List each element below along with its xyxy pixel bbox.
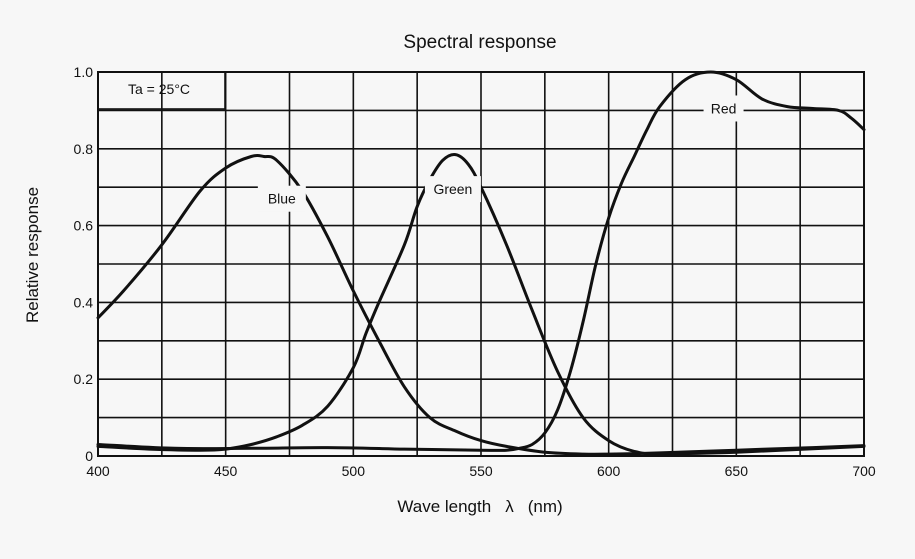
x-tick-label: 550 (469, 463, 493, 479)
y-tick-label: 1.0 (74, 64, 94, 80)
series-green-curve (96, 152, 866, 456)
x-tick-label: 650 (725, 463, 749, 479)
lambda-symbol: λ (505, 497, 514, 516)
series-green-label-bg (424, 176, 481, 203)
curves (96, 70, 866, 456)
y-tick-label: 0 (85, 448, 93, 464)
x-tick-label: 500 (342, 463, 366, 479)
y-axis-label: Relative response (23, 187, 42, 323)
series-red-curve (96, 70, 866, 452)
y-tick-label: 0.2 (74, 371, 94, 387)
chart-title: Spectral response (403, 32, 556, 53)
annotation-box: Ta = 25°C (97, 71, 226, 110)
grid-lines (98, 72, 864, 456)
series-blue-label-bg (257, 185, 306, 212)
series-labels: Blue Green Red (257, 95, 744, 212)
series-red-label: Red (711, 100, 737, 116)
y-tick-labels: 0 0.2 0.4 0.6 0.8 1.0 (74, 64, 94, 464)
annotation-label: Ta = 25°C (128, 81, 190, 97)
plot-frame (97, 71, 865, 457)
x-tick-label: 400 (86, 463, 110, 479)
x-tick-label: 600 (597, 463, 621, 479)
y-tick-label: 0.8 (74, 141, 94, 157)
series-blue-label: Blue (268, 191, 296, 207)
x-tick-label: 700 (852, 463, 876, 479)
x-axis-unit: (nm) (528, 497, 563, 516)
series-red-label-bg (703, 95, 744, 122)
x-tick-labels: 400 450 500 550 600 650 700 (86, 463, 876, 479)
x-axis-label: Wave length λ (nm) (397, 497, 562, 516)
y-tick-label: 0.4 (74, 294, 94, 310)
series-blue-curve (96, 153, 866, 456)
series-green-label: Green (433, 181, 472, 197)
x-axis-label-text: Wave length (397, 497, 491, 516)
y-tick-label: 0.6 (74, 218, 94, 234)
x-tick-label: 450 (214, 463, 238, 479)
